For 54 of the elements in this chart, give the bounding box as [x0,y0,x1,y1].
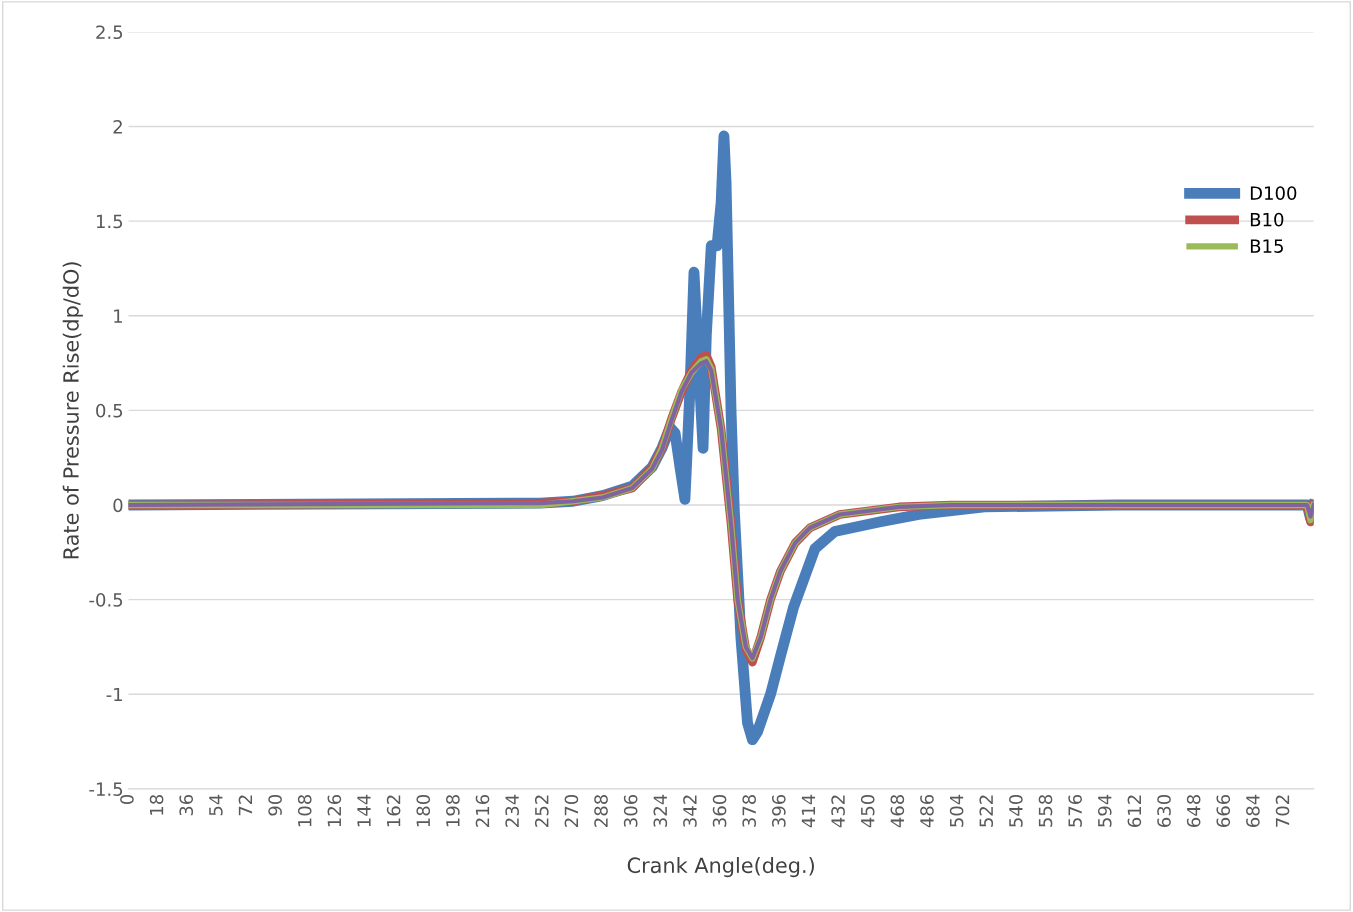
x-tick-label: 342 [683,795,697,827]
x-tick-label: 396 [771,794,786,827]
x-tick-label: 36 [179,794,194,816]
x-tick-label: 216 [475,794,490,827]
x-tick-label: 414 [801,794,816,828]
x-tick-label: 90 [268,794,282,816]
x-tick-label: 18 [149,794,164,815]
x-tick-label: 432 [831,795,845,828]
x-tick-label: 594 [1097,794,1112,827]
x-tick-label: 576 [1068,794,1082,827]
x-tick-label: 450 [860,794,875,828]
x-tick-label: 684 [1246,794,1260,827]
legend-label: B10 [1250,212,1284,227]
y-tick-label: -1.5 [89,782,123,796]
x-tick-label: 522 [979,795,994,827]
legend-label: B15 [1250,239,1283,253]
y-tick-label: 1 [114,309,123,323]
y-tick-label: 2 [113,120,122,134]
x-tick-label: 486 [920,794,934,828]
x-tick-label: 126 [327,794,342,827]
x-tick-label: 612 [1127,795,1142,827]
x-tick-label: 288 [594,794,608,827]
x-tick-label: 252 [534,795,549,827]
x-tick-label: 504 [949,794,964,827]
x-tick-label: 702 [1275,795,1290,827]
y-tick-label: 0 [113,498,123,513]
x-tick-label: 180 [416,794,431,827]
y-tick-label: -1 [106,687,123,702]
x-tick-label: 162 [386,795,401,827]
x-tick-label: 630 [1157,794,1171,827]
x-tick-label: 234 [505,794,519,827]
legend-label: D100 [1250,186,1297,200]
y-axis-title: Rate of Pressure Rise(dp/dO) [62,262,83,559]
x-tick-label: 558 [1038,794,1053,827]
x-tick-label: 468 [890,794,905,828]
x-tick-label: 666 [1216,794,1231,827]
x-tick-label: 360 [712,794,727,827]
x-tick-label: 378 [742,794,757,827]
x-axis-title: Crank Angle(deg.) [627,857,814,878]
x-tick-label: 540 [1009,794,1023,827]
x-tick-label: 270 [564,794,579,827]
y-tick-label: -0.5 [89,593,123,607]
x-tick-label: 72 [238,795,253,816]
x-tick-label: 0 [120,794,134,805]
x-tick-label: 324 [653,794,668,827]
x-tick-label: 198 [446,794,460,827]
y-tick-label: 2.5 [96,25,123,40]
y-tick-label: 0.5 [96,403,123,418]
y-tick-label: 1.5 [96,214,123,229]
x-tick-label: 108 [297,794,312,827]
x-tick-label: 306 [623,794,638,827]
x-tick-label: 144 [357,794,371,827]
x-tick-label: 648 [1186,794,1201,827]
x-tick-label: 54 [209,794,223,816]
